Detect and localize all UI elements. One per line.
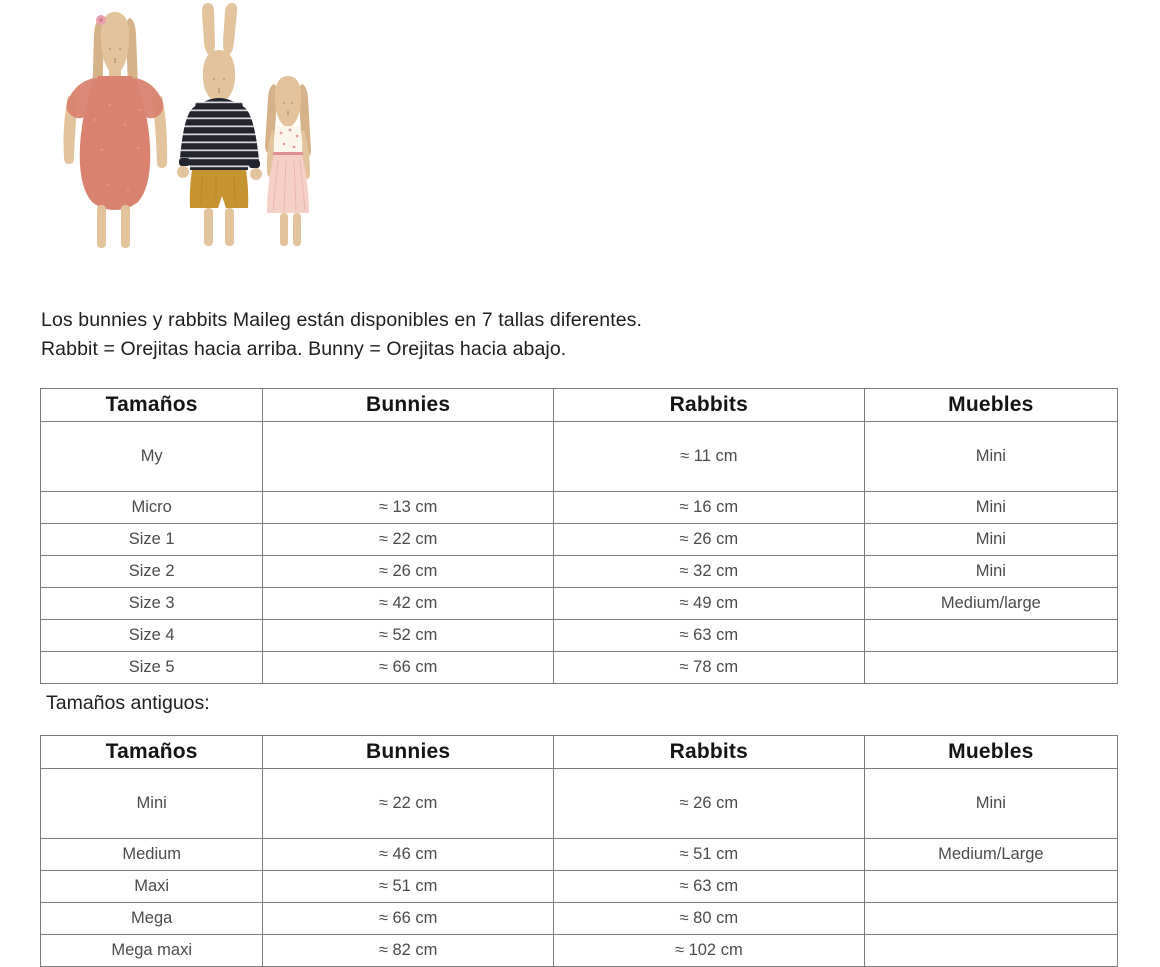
table-cell: ≈ 32 cm <box>552 555 865 588</box>
table-cell: ≈ 78 cm <box>552 651 865 684</box>
table-cell: ≈ 11 cm <box>552 421 865 492</box>
table-cell <box>863 870 1119 903</box>
bunnies-photo-illustration <box>63 3 311 248</box>
column-header: Rabbits <box>552 388 865 422</box>
table-cell: Maxi <box>39 870 264 903</box>
table-cell <box>863 934 1119 967</box>
table-cell <box>863 902 1119 935</box>
table-row: Mega maxi ≈ 82 cm ≈ 102 cm <box>39 934 1119 967</box>
table-row: Size 5 ≈ 66 cm ≈ 78 cm <box>39 651 1119 684</box>
table-cell: ≈ 63 cm <box>552 619 865 652</box>
table-cell: ≈ 66 cm <box>262 902 554 935</box>
column-header: Muebles <box>863 735 1119 769</box>
bunny-small-figure <box>265 76 311 246</box>
header-row: Tamaños Bunnies Rabbits Muebles <box>39 388 1119 422</box>
table-cell <box>863 619 1119 652</box>
current-sizes-table: Tamaños Bunnies Rabbits Muebles My ≈ 11 cm Min… <box>39 388 1119 684</box>
table-row: My ≈ 11 cm Mini <box>39 421 1119 492</box>
table-cell: Mini <box>863 523 1119 556</box>
table-cell: Medium/large <box>863 587 1119 620</box>
table-row: Size 1 ≈ 22 cm ≈ 26 cm Mini <box>39 523 1119 556</box>
column-header: Muebles <box>863 388 1119 422</box>
table-cell: ≈ 102 cm <box>552 934 865 967</box>
column-header: Bunnies <box>262 388 554 422</box>
intro-text: Los bunnies y rabbits Maileg están dispo… <box>41 306 642 364</box>
column-header: Tamaños <box>39 388 264 422</box>
table-cell: ≈ 26 cm <box>552 768 865 839</box>
table-cell: ≈ 51 cm <box>262 870 554 903</box>
table-row: Medium ≈ 46 cm ≈ 51 cm Medium/Large <box>39 838 1119 871</box>
table-cell: Mini <box>863 491 1119 524</box>
table-cell: My <box>39 421 264 492</box>
column-header: Tamaños <box>39 735 264 769</box>
table-cell: Size 3 <box>39 587 264 620</box>
old-sizes-heading: Tamaños antiguos: <box>46 692 210 714</box>
table-cell: ≈ 26 cm <box>262 555 554 588</box>
table-cell: ≈ 42 cm <box>262 587 554 620</box>
table-cell: Mini <box>863 421 1119 492</box>
table-row: Size 4 ≈ 52 cm ≈ 63 cm <box>39 619 1119 652</box>
table-row: Micro ≈ 13 cm ≈ 16 cm Mini <box>39 491 1119 524</box>
table-row: Size 3 ≈ 42 cm ≈ 49 cm Medium/large <box>39 587 1119 620</box>
table-cell <box>262 421 554 492</box>
header-row: Tamaños Bunnies Rabbits Muebles <box>39 735 1119 769</box>
table-cell <box>863 651 1119 684</box>
old-sizes-table: Tamaños Bunnies Rabbits Muebles Mini ≈ 22 cm ≈… <box>39 735 1119 967</box>
table-cell: ≈ 22 cm <box>262 768 554 839</box>
table-row: Size 2 ≈ 26 cm ≈ 32 cm Mini <box>39 555 1119 588</box>
table-cell: ≈ 26 cm <box>552 523 865 556</box>
intro-line-2: Rabbit = Orejitas hacia arriba. Bunny = … <box>41 338 567 360</box>
table-cell: ≈ 46 cm <box>262 838 554 871</box>
table-cell: ≈ 16 cm <box>552 491 865 524</box>
product-photo <box>50 0 360 252</box>
table-cell: ≈ 66 cm <box>262 651 554 684</box>
table-row: Maxi ≈ 51 cm ≈ 63 cm <box>39 870 1119 903</box>
table-cell: Medium <box>39 838 264 871</box>
table-cell: ≈ 63 cm <box>552 870 865 903</box>
intro-line-1: Los bunnies y rabbits Maileg están dispo… <box>41 309 643 331</box>
table-cell: Mini <box>863 555 1119 588</box>
bunny-large-figure <box>63 12 168 248</box>
table-cell: Mega maxi <box>39 934 264 967</box>
table-cell: Mini <box>863 768 1119 839</box>
table-cell: ≈ 82 cm <box>262 934 554 967</box>
table-cell: Mini <box>39 768 264 839</box>
table-cell: Micro <box>39 491 264 524</box>
column-header: Bunnies <box>262 735 554 769</box>
table-cell: Size 1 <box>39 523 264 556</box>
table-cell: ≈ 13 cm <box>262 491 554 524</box>
table-cell: ≈ 49 cm <box>552 587 865 620</box>
table-cell: Size 2 <box>39 555 264 588</box>
column-header: Rabbits <box>552 735 865 769</box>
table-cell: ≈ 51 cm <box>552 838 865 871</box>
rabbit-medium-figure <box>177 3 262 246</box>
table-cell: ≈ 52 cm <box>262 619 554 652</box>
table-row: Mini ≈ 22 cm ≈ 26 cm Mini <box>39 768 1119 839</box>
table-row: Mega ≈ 66 cm ≈ 80 cm <box>39 902 1119 935</box>
table-cell: Mega <box>39 902 264 935</box>
table-cell: ≈ 80 cm <box>552 902 865 935</box>
table-cell: ≈ 22 cm <box>262 523 554 556</box>
table-cell: Size 4 <box>39 619 264 652</box>
table-cell: Size 5 <box>39 651 264 684</box>
table-cell: Medium/Large <box>863 838 1119 871</box>
